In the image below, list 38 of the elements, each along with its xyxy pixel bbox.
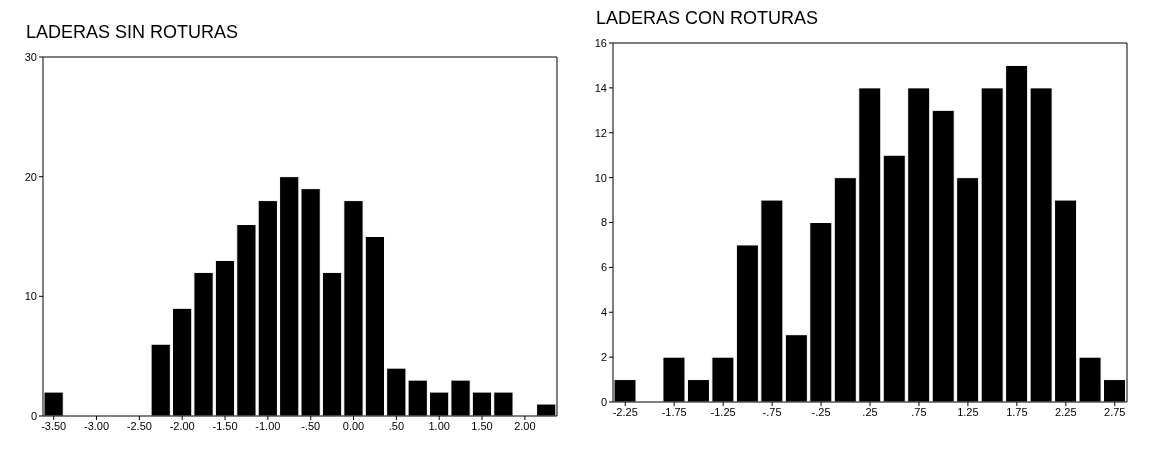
x-tick-label: .50 bbox=[388, 419, 405, 432]
x-tick-label: 1.25 bbox=[957, 405, 979, 418]
x-tick-label: .25 bbox=[862, 405, 878, 418]
x-tick-label: -1.75 bbox=[661, 405, 687, 418]
y-tick-label: 16 bbox=[594, 36, 607, 49]
x-tick-label: 1.75 bbox=[1006, 405, 1028, 418]
x-tick-label: -.50 bbox=[301, 419, 321, 432]
y-tick-label: 0 bbox=[30, 409, 37, 422]
x-tick-label: -1.50 bbox=[212, 419, 238, 432]
x-tick-label: 2.75 bbox=[1104, 405, 1126, 418]
y-tick-label: 4 bbox=[600, 306, 607, 319]
x-tick-label: 2.00 bbox=[514, 419, 536, 432]
y-tick-label: 14 bbox=[594, 81, 607, 94]
y-tick-label: 8 bbox=[600, 216, 607, 229]
y-tick-label: 0 bbox=[600, 395, 607, 408]
chart-title: LADERAS SIN ROTURAS bbox=[25, 22, 240, 44]
x-tick-label: .75 bbox=[911, 405, 927, 418]
x-tick-label: -3.50 bbox=[41, 419, 67, 432]
y-tick-label: 10 bbox=[24, 290, 37, 303]
x-tick-label: -.25 bbox=[811, 405, 831, 418]
x-tick-label: -1.25 bbox=[710, 405, 736, 418]
x-tick-label: 1.50 bbox=[471, 419, 493, 432]
x-tick-label: -.75 bbox=[762, 405, 782, 418]
chart-title: LADERAS CON ROTURAS bbox=[595, 8, 820, 30]
y-tick-label: 20 bbox=[24, 170, 37, 183]
x-tick-label: -1.00 bbox=[255, 419, 281, 432]
x-tick-label: -2.25 bbox=[612, 405, 638, 418]
x-tick-label: 2.25 bbox=[1055, 405, 1077, 418]
y-tick-label: 6 bbox=[600, 261, 607, 274]
x-tick-label: -2.00 bbox=[169, 419, 195, 432]
y-tick-label: 12 bbox=[594, 126, 607, 139]
x-tick-label: 1.00 bbox=[428, 419, 450, 432]
y-tick-label: 10 bbox=[594, 171, 607, 184]
y-tick-label: 2 bbox=[600, 351, 607, 364]
y-tick-label: 30 bbox=[24, 50, 37, 63]
x-tick-label: -2.50 bbox=[126, 419, 152, 432]
x-tick-label: -3.00 bbox=[84, 419, 110, 432]
x-tick-label: 0.00 bbox=[342, 419, 365, 432]
